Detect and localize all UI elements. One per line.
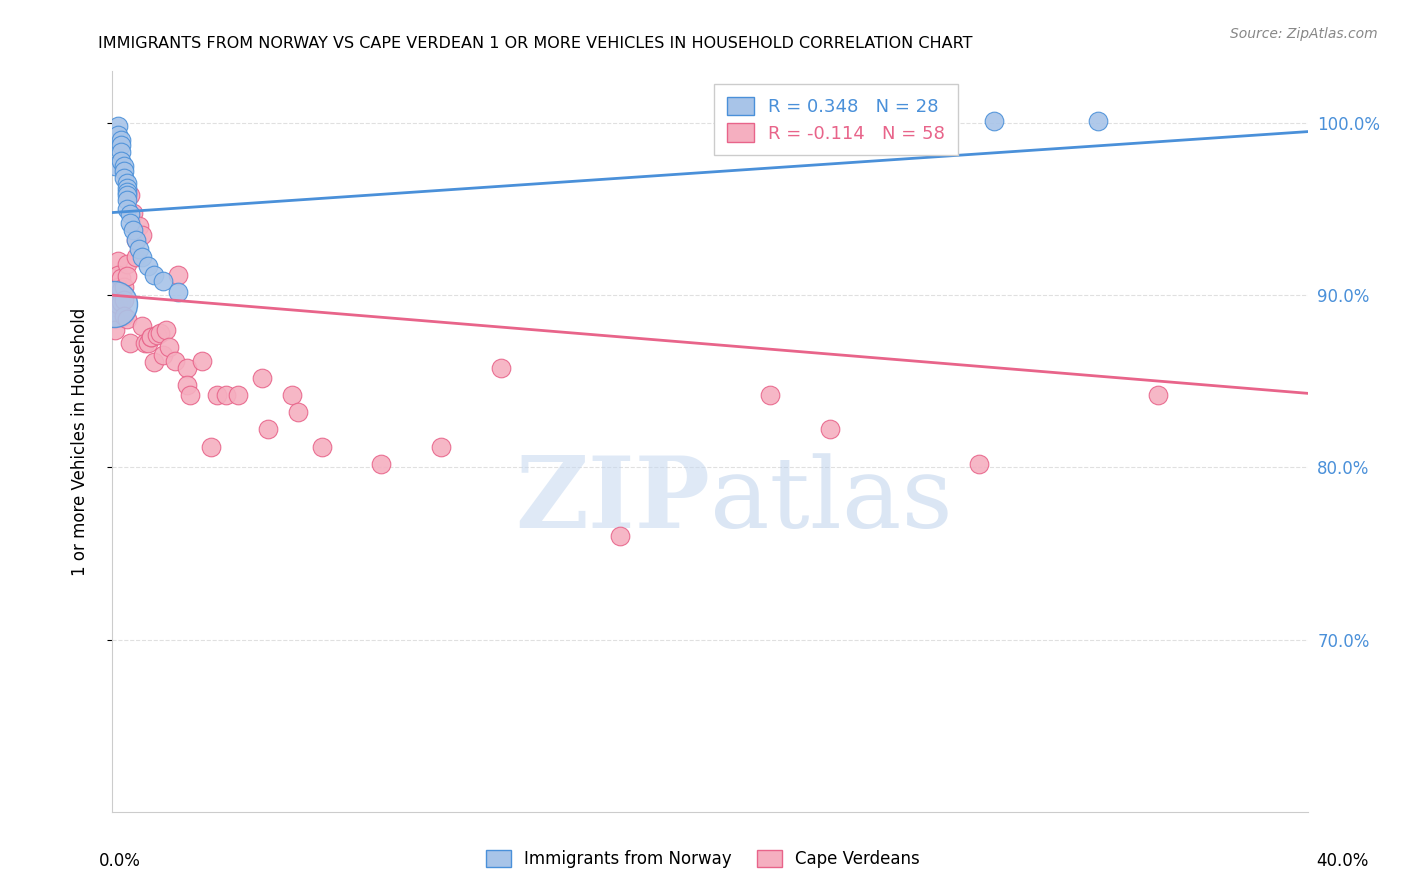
Point: [103, 297, 125, 311]
Point: [281, 388, 304, 402]
Point: [131, 319, 153, 334]
Point: [138, 259, 160, 273]
Point: [107, 279, 129, 293]
Point: [818, 422, 841, 436]
Point: [131, 250, 153, 264]
Point: [176, 377, 198, 392]
Y-axis label: 1 or more Vehicles in Household: 1 or more Vehicles in Household: [70, 308, 89, 575]
Point: [1087, 114, 1109, 128]
Point: [430, 440, 453, 454]
Point: [120, 216, 142, 230]
Point: [125, 233, 148, 247]
Point: [117, 202, 139, 216]
Point: [120, 188, 142, 202]
Point: [117, 185, 139, 199]
Point: [104, 323, 127, 337]
Point: [1147, 388, 1170, 402]
Point: [165, 353, 187, 368]
Point: [141, 329, 163, 343]
Point: [143, 355, 166, 369]
Point: [110, 133, 132, 147]
Point: [226, 388, 249, 402]
Point: [117, 188, 139, 202]
Point: [176, 360, 198, 375]
Point: [152, 274, 174, 288]
Point: [967, 457, 990, 471]
Point: [114, 279, 135, 293]
Point: [257, 422, 280, 436]
Point: [155, 323, 177, 337]
Point: [104, 159, 127, 173]
Point: [152, 348, 174, 362]
Point: [120, 336, 142, 351]
Text: 0.0%: 0.0%: [98, 852, 141, 870]
Point: [104, 300, 127, 314]
Point: [114, 164, 135, 178]
Point: [110, 138, 132, 153]
Point: [983, 114, 1005, 128]
Point: [128, 242, 150, 256]
Point: [107, 268, 129, 282]
Point: [110, 271, 132, 285]
Legend: R = 0.348   N = 28, R = -0.114   N = 58: R = 0.348 N = 28, R = -0.114 N = 58: [714, 84, 957, 155]
Point: [167, 285, 190, 299]
Point: [117, 181, 139, 195]
Point: [609, 529, 631, 543]
Point: [138, 336, 160, 351]
Text: Source: ZipAtlas.com: Source: ZipAtlas.com: [1230, 27, 1378, 41]
Point: [200, 440, 222, 454]
Point: [117, 269, 139, 284]
Point: [120, 207, 142, 221]
Point: [250, 371, 273, 385]
Point: [489, 360, 512, 375]
Point: [107, 253, 129, 268]
Point: [122, 223, 145, 237]
Text: ZIP: ZIP: [515, 452, 710, 549]
Point: [167, 268, 190, 282]
Point: [191, 353, 214, 368]
Legend: Immigrants from Norway, Cape Verdeans: Immigrants from Norway, Cape Verdeans: [479, 843, 927, 875]
Point: [117, 257, 139, 271]
Point: [110, 283, 132, 297]
Point: [179, 388, 201, 402]
Point: [107, 120, 129, 134]
Point: [149, 326, 172, 340]
Point: [107, 128, 129, 142]
Point: [141, 329, 163, 343]
Point: [107, 297, 129, 311]
Point: [759, 388, 782, 402]
Point: [370, 457, 392, 471]
Point: [104, 310, 127, 325]
Point: [117, 194, 139, 208]
Point: [117, 176, 139, 190]
Point: [114, 293, 135, 308]
Point: [128, 219, 150, 234]
Point: [131, 227, 153, 242]
Point: [114, 309, 135, 323]
Point: [287, 405, 309, 419]
Point: [114, 171, 135, 186]
Text: IMMIGRANTS FROM NORWAY VS CAPE VERDEAN 1 OR MORE VEHICLES IN HOUSEHOLD CORRELATI: IMMIGRANTS FROM NORWAY VS CAPE VERDEAN 1…: [98, 36, 973, 51]
Point: [157, 340, 180, 354]
Point: [122, 205, 145, 219]
Point: [117, 312, 139, 326]
Point: [146, 327, 169, 342]
Point: [110, 153, 132, 168]
Point: [110, 295, 132, 310]
Point: [311, 440, 333, 454]
Point: [205, 388, 228, 402]
Point: [134, 336, 156, 351]
Point: [104, 288, 127, 302]
Point: [215, 388, 238, 402]
Point: [114, 159, 135, 173]
Point: [125, 250, 148, 264]
Text: atlas: atlas: [710, 453, 953, 549]
Text: 40.0%: 40.0%: [1316, 852, 1369, 870]
Point: [110, 145, 132, 160]
Point: [125, 233, 148, 247]
Point: [143, 268, 166, 282]
